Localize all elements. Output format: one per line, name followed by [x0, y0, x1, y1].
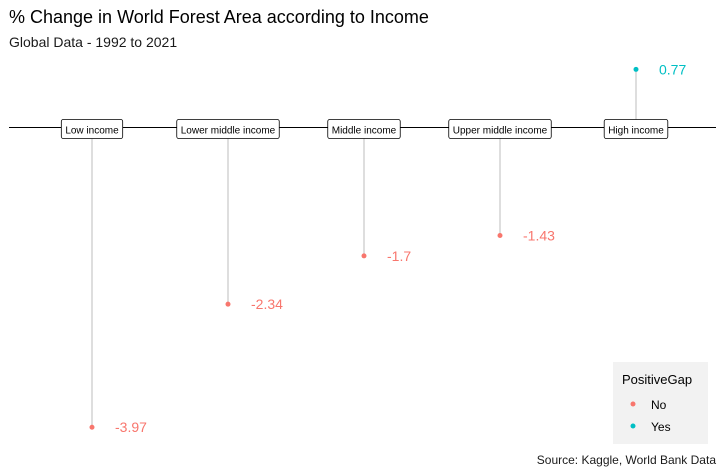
- category-label-0: Low income: [60, 119, 124, 139]
- category-label-box-2: [327, 119, 401, 139]
- chart-caption: Source: Kaggle, World Bank Data: [537, 453, 717, 467]
- category-label-box-4: [603, 119, 669, 139]
- point-3: [497, 232, 503, 238]
- category-label-text-1: Lower middle income: [181, 126, 276, 137]
- category-label-1: Lower middle income: [176, 119, 280, 139]
- category-label-text-4: High income: [608, 126, 664, 137]
- point-1: [225, 301, 231, 307]
- point-2: [361, 253, 367, 259]
- point-0: [89, 424, 95, 430]
- lollipop-points: [89, 66, 639, 430]
- data-label-2: -1.7: [387, 248, 411, 264]
- data-label-1: -2.34: [251, 296, 283, 312]
- data-label-4: 0.77: [659, 61, 686, 77]
- category-label-text-2: Middle income: [332, 126, 397, 137]
- point-4: [633, 66, 639, 72]
- legend: PositiveGap No Yes: [613, 362, 708, 444]
- legend-marker-no: [630, 401, 636, 407]
- legend-marker-yes: [630, 423, 636, 429]
- legend-title: PositiveGap: [622, 372, 692, 387]
- category-label-box-3: [448, 119, 552, 139]
- legend-label-no: No: [651, 398, 667, 412]
- category-label-box-0: [60, 119, 124, 139]
- category-label-4: High income: [603, 119, 669, 139]
- category-label-3: Upper middle income: [448, 119, 552, 139]
- lollipop-stems: [91, 69, 637, 428]
- category-label-text-0: Low income: [65, 126, 119, 137]
- category-label-text-3: Upper middle income: [453, 126, 548, 137]
- data-label-0: -3.97: [115, 419, 147, 435]
- chart-subtitle: Global Data - 1992 to 2021: [9, 34, 177, 50]
- chart-title: % Change in World Forest Area according …: [9, 7, 429, 27]
- category-label-2: Middle income: [327, 119, 401, 139]
- data-label-3: -1.43: [523, 227, 555, 243]
- legend-label-yes: Yes: [651, 420, 671, 434]
- category-labels: Low income Lower middle income Middle inco…: [60, 119, 669, 139]
- data-labels: -3.97 -2.34 -1.7 -1.43 0.77: [115, 61, 686, 435]
- category-label-box-1: [176, 119, 280, 139]
- legend-background: [613, 362, 708, 444]
